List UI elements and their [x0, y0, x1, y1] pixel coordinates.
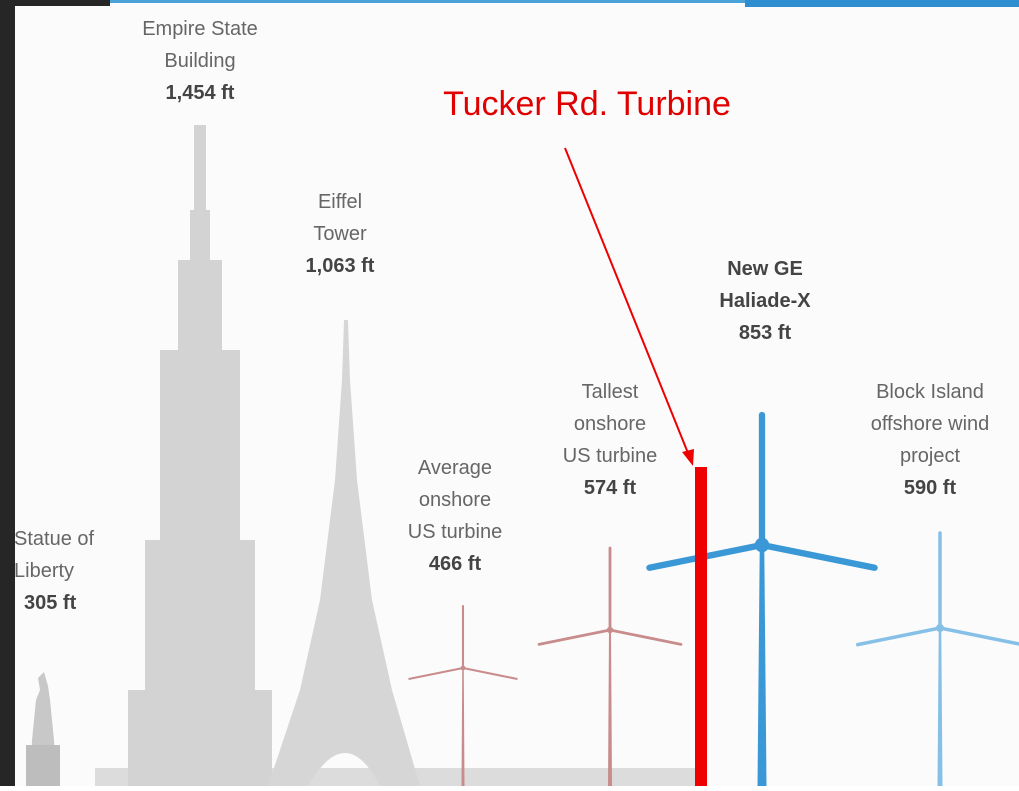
structure-label: Tower: [313, 223, 367, 245]
structure-label: Liberty: [14, 560, 74, 582]
structure-label: project: [900, 445, 960, 467]
structure-label: Statue of: [14, 528, 95, 550]
structure-label: Building: [164, 50, 235, 72]
top-bar: [745, 0, 1019, 7]
turbine-hub: [936, 624, 944, 632]
structure-label: New GE: [727, 258, 803, 280]
top-corner: [0, 0, 110, 6]
structure-label: Eiffel: [318, 191, 362, 213]
structure-label: onshore: [574, 413, 646, 435]
turbine-hub: [607, 627, 613, 633]
structure-height: 590 ft: [904, 477, 957, 499]
structure-height: 305 ft: [24, 592, 77, 614]
infographic: Tucker Rd. Turbine Statue of Liberty 305 f…: [0, 0, 1019, 786]
left-border: [0, 0, 15, 786]
annotation-label: Tucker Rd. Turbine: [443, 85, 731, 123]
turbine-hub: [755, 538, 769, 552]
page: Tucker Rd. Turbine Statue of Liberty 305 f…: [0, 0, 1019, 786]
structure-height: 853 ft: [739, 322, 792, 344]
structure-height: 466 ft: [429, 553, 482, 575]
structure-label: Empire State: [142, 18, 258, 40]
structure-label: onshore: [419, 489, 491, 511]
structure-height: 1,454 ft: [166, 82, 235, 104]
top-line: [110, 0, 745, 3]
structure-label: US turbine: [563, 445, 658, 467]
structure-label: Haliade-X: [719, 290, 811, 312]
statue-pedestal: [26, 745, 60, 786]
tucker-turbine-bar: [695, 467, 707, 786]
turbine-hub: [461, 666, 466, 671]
structure-label: US turbine: [408, 521, 503, 543]
structure-height: 1,063 ft: [306, 255, 375, 277]
structure-label: Block Island: [876, 381, 984, 403]
structure-label: Average: [418, 457, 492, 479]
structure-height: 574 ft: [584, 477, 637, 499]
structure-label: offshore wind: [871, 413, 990, 435]
structure-label: Tallest: [582, 381, 639, 403]
